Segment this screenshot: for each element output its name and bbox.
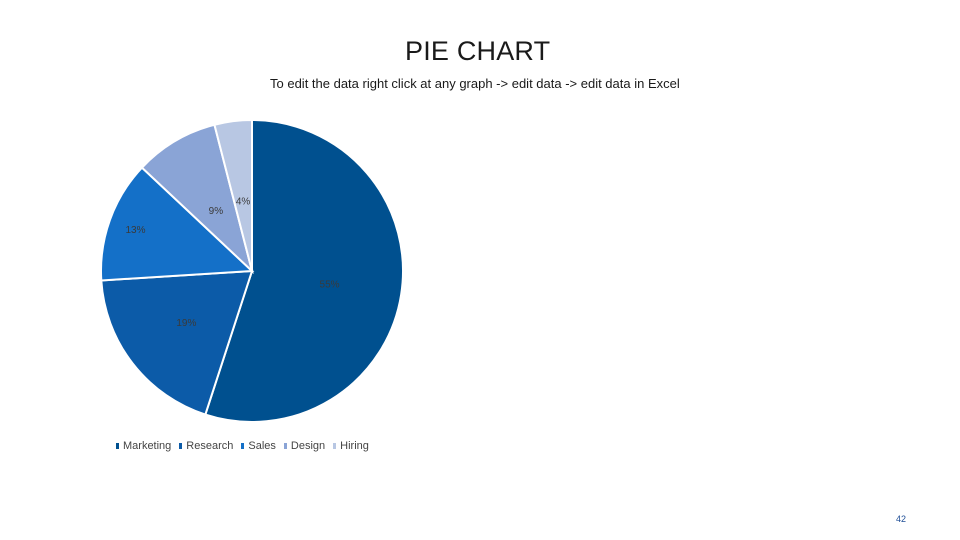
legend-label: Marketing bbox=[123, 440, 172, 452]
pie-data-labels: 55% 19% 13% 9% 4% bbox=[125, 197, 339, 329]
data-label-sales: 13% bbox=[125, 225, 145, 236]
data-label-marketing: 55% bbox=[320, 279, 340, 290]
legend-swatch bbox=[116, 443, 119, 449]
pie-slices bbox=[100, 118, 404, 423]
pie-slice-marketing bbox=[204, 118, 404, 423]
slide-subtitle: To edit the data right click at any grap… bbox=[270, 76, 680, 91]
legend-label: Hiring bbox=[340, 440, 369, 452]
legend-label: Sales bbox=[248, 440, 276, 452]
pie-slice-sales bbox=[100, 166, 255, 282]
legend-label: Research bbox=[186, 440, 234, 452]
legend-swatch bbox=[333, 443, 337, 449]
legend-item-hiring: Hiring bbox=[333, 440, 369, 452]
page-number: 42 bbox=[896, 514, 907, 524]
data-label-research: 19% bbox=[176, 318, 196, 329]
chart-legend: Marketing Research Sales Design Hiring bbox=[116, 440, 369, 452]
pie-slice-research bbox=[100, 269, 254, 416]
legend-swatch bbox=[241, 443, 245, 449]
slide-title: PIE CHART bbox=[405, 36, 551, 66]
legend-swatch bbox=[283, 443, 287, 449]
legend-item-marketing: Marketing bbox=[116, 440, 171, 452]
legend-item-sales: Sales bbox=[241, 440, 276, 452]
pie-slice-design bbox=[140, 123, 254, 275]
legend-swatch bbox=[179, 443, 183, 449]
pie-slice-hiring bbox=[213, 118, 253, 272]
legend-label: Design bbox=[290, 440, 326, 452]
data-label-hiring: 4% bbox=[236, 197, 251, 208]
legend-item-design: Design bbox=[283, 440, 326, 452]
legend-item-research: Research bbox=[179, 440, 233, 452]
data-label-design: 9% bbox=[209, 206, 224, 217]
